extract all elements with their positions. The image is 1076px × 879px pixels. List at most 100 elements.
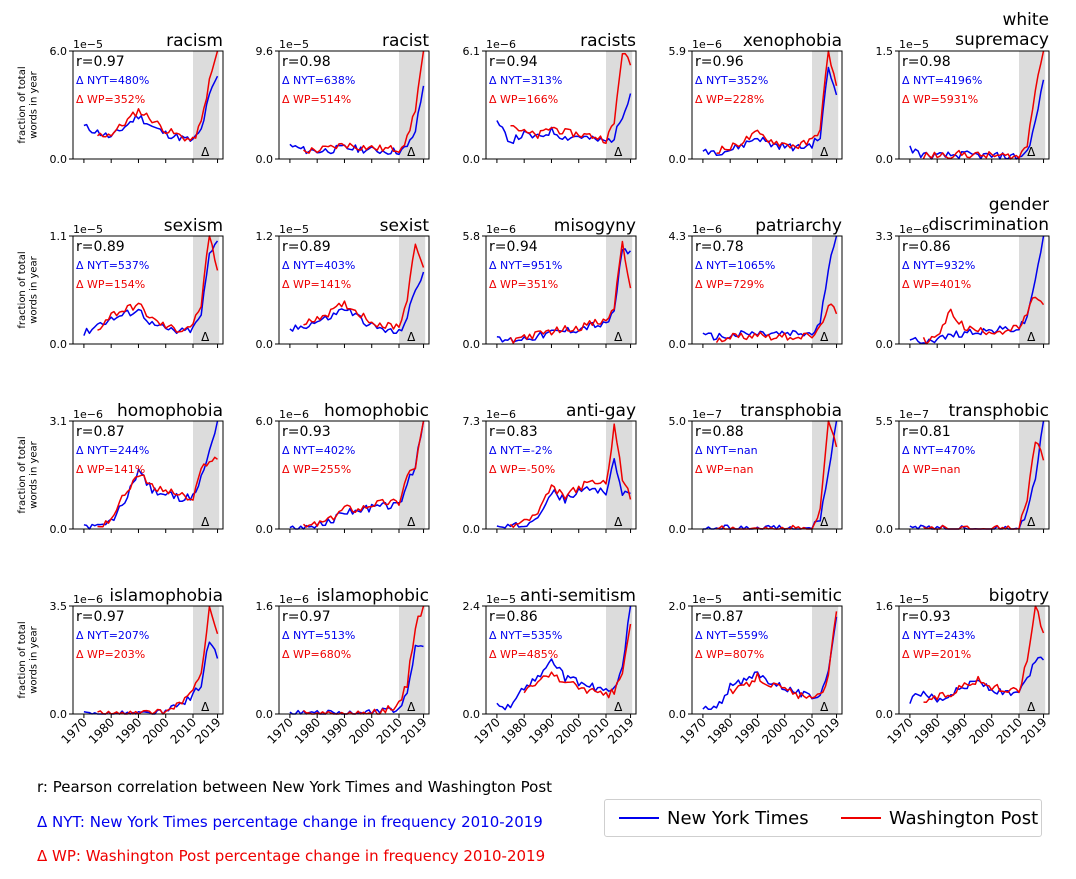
x-tick-label: 2019 — [192, 715, 223, 746]
panel-anti-semitic: 2.00.01e−5197019801990200020102019anti-s… — [669, 586, 843, 747]
wp-series-line — [302, 420, 425, 528]
panel-racists: 6.1 0.0 1e−6 racists r=0.94 Δ NYT=313% Δ WP=16… — [463, 31, 637, 166]
nyt-series-line — [83, 75, 219, 142]
y-tick-label-zero: 0.0 — [256, 523, 274, 536]
plot-frame — [278, 235, 430, 345]
x-tick-label: 2010 — [994, 715, 1025, 746]
y-axis-label: fraction of totalwords in year — [17, 621, 40, 698]
shaded-region — [606, 51, 633, 159]
delta-marker: Δ — [1027, 145, 1036, 159]
scale-label: 1e−6 — [899, 223, 929, 236]
x-tick-label: 1980 — [705, 715, 736, 746]
delta-marker: Δ — [407, 515, 416, 529]
y-tick-label-max: 1.5 — [876, 45, 894, 58]
shaded-region — [399, 606, 426, 714]
panel-title: transphobia — [740, 401, 842, 421]
correlation-label: r=0.98 — [282, 54, 331, 70]
wp-series-line — [510, 52, 632, 145]
x-tick-label: 1990 — [526, 715, 557, 746]
delta-marker: Δ — [820, 700, 829, 714]
panel-title: sexist — [380, 216, 430, 236]
legend-wp-label: Washington Post — [889, 808, 1039, 829]
x-tick-label: 2000 — [140, 715, 171, 746]
y-tick-label-max: 5.9 — [669, 45, 687, 58]
x-tick-label: 1990 — [319, 715, 350, 746]
y-tick-label-zero: 0.0 — [669, 338, 687, 351]
wp-series-line — [729, 611, 838, 700]
y-tick-label-max: 6.1 — [463, 45, 481, 58]
plot-frame — [485, 605, 637, 715]
correlation-label: r=0.83 — [489, 424, 538, 440]
y-axis-label: fraction of totalwords in year — [17, 436, 40, 513]
wp-series-line — [97, 235, 219, 333]
nyt-series-line — [496, 93, 632, 145]
y-tick-label-max: 9.6 — [256, 45, 274, 58]
wp-change-label: Δ WP=255% — [282, 463, 351, 476]
scale-label: 1e−5 — [692, 593, 722, 606]
nyt-change-label: Δ NYT=470% — [902, 444, 975, 457]
delta-marker: Δ — [614, 700, 623, 714]
delta-marker: Δ — [201, 700, 210, 714]
legend-nyt-swatch — [619, 817, 659, 819]
nyt-change-label: Δ NYT=513% — [282, 629, 355, 642]
panel-title: patriarchy — [755, 216, 842, 236]
y-tick-label-zero: 0.0 — [50, 338, 68, 351]
y-tick-label-max: 5.0 — [669, 415, 687, 428]
plot-frame — [691, 50, 843, 160]
y-tick-label-max: 7.3 — [463, 415, 481, 428]
y-tick-label-zero: 0.0 — [876, 708, 894, 721]
panel-title: islamophobic — [316, 586, 429, 606]
delta-marker: Δ — [201, 145, 210, 159]
scale-label: 1e−5 — [279, 223, 309, 236]
nyt-change-label: Δ NYT=-2% — [489, 444, 552, 457]
wp-change-label: Δ WP=nan — [902, 463, 960, 476]
y-tick-label-zero: 0.0 — [463, 708, 481, 721]
plot-frame — [898, 50, 1050, 160]
y-tick-label-max: 2.0 — [669, 600, 687, 613]
panel-title: misogyny — [554, 216, 636, 236]
scale-label: 1e−6 — [692, 38, 722, 51]
plot-frame — [691, 605, 843, 715]
nyt-change-label: Δ NYT=313% — [489, 74, 562, 87]
nyt-series-line — [702, 235, 838, 341]
scale-label: 1e−6 — [279, 408, 309, 421]
shaded-region — [193, 236, 220, 344]
panel-title: racism — [166, 31, 223, 51]
scale-label: 1e−6 — [692, 223, 722, 236]
plot-frame — [485, 420, 637, 530]
panel-title-line2: discrimination — [929, 215, 1049, 235]
y-tick-label-max: 1.2 — [256, 230, 274, 243]
wp-change-label: Δ WP=514% — [282, 93, 351, 106]
shaded-region — [1019, 606, 1046, 714]
correlation-label: r=0.88 — [695, 424, 744, 440]
footnote-r: r: Pearson correlation between New York … — [37, 778, 553, 796]
wp-series-line — [523, 623, 632, 699]
shaded-region — [812, 51, 839, 159]
x-tick-label: 2019 — [605, 715, 636, 746]
correlation-label: r=0.94 — [489, 239, 538, 255]
nyt-change-label: Δ NYT=nan — [695, 444, 758, 457]
y-tick-label-max: 6.0 — [256, 415, 274, 428]
wp-change-label: Δ WP=201% — [902, 648, 971, 661]
y-axis-label: fraction of totalwords in year — [17, 251, 40, 328]
scale-label: 1e−6 — [486, 408, 516, 421]
panel-title: anti-gay — [566, 401, 636, 421]
nyt-series-line — [702, 616, 838, 711]
wp-change-label: Δ WP=485% — [489, 648, 558, 661]
panel-title: racists — [580, 31, 636, 51]
panel-anti-gay: 7.3 0.0 1e−6 anti-gay r=0.83 Δ NYT=-2% Δ WP=-5… — [463, 401, 637, 536]
x-tick-label: 2010 — [374, 715, 405, 746]
footnote-nyt: Δ NYT: New York Times percentage change … — [37, 813, 543, 831]
x-tick-label: 1980 — [499, 715, 530, 746]
y-tick-label-max: 1.6 — [876, 600, 894, 613]
panel-sexism: 1.1 0.0 1e−5 sexism r=0.89 Δ NYT=537% Δ WP=154… — [17, 216, 224, 351]
nyt-series-line — [909, 235, 1045, 345]
panel-misogyny: 5.8 0.0 1e−6 misogyny r=0.94 Δ NYT=951% Δ WP=3… — [463, 216, 637, 351]
nyt-series-line — [496, 248, 632, 343]
legend: New York Times Washington Post — [604, 799, 1042, 837]
panel-transphobia: 5.0 0.0 1e−7 transphobia r=0.88 Δ NYT=nan Δ WP… — [669, 401, 843, 536]
wp-change-label: Δ WP=352% — [76, 93, 145, 106]
x-tick-label: 1980 — [912, 715, 943, 746]
